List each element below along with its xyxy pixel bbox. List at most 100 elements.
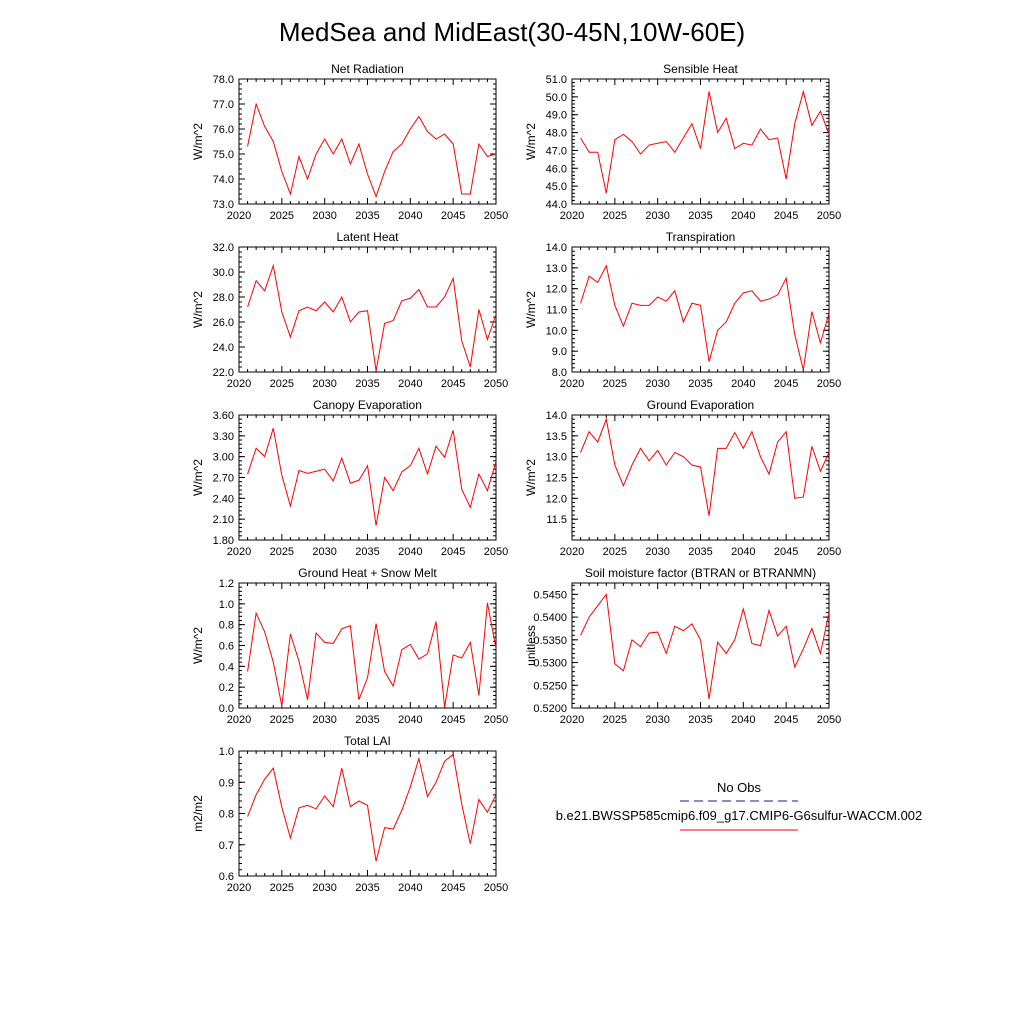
panel-7-ytick-label: 0.8 bbox=[219, 620, 234, 632]
panel-7-xtick-label: 2020 bbox=[227, 714, 251, 726]
panel-8-ytick-label: 0.5350 bbox=[533, 635, 567, 647]
panel-3-ytick-label: 30.0 bbox=[213, 267, 234, 279]
panel-1-ytick-label: 78.0 bbox=[213, 74, 234, 86]
panel-6-xtick-label: 2045 bbox=[774, 546, 798, 558]
panel-6-ylabel: W/m^2 bbox=[524, 459, 538, 496]
panel-6-ytick-label: 11.5 bbox=[546, 514, 567, 526]
panel-3-xtick-label: 2050 bbox=[484, 378, 508, 390]
panel-3-ytick-label: 22.0 bbox=[213, 367, 234, 379]
panel-3-xtick-label: 2045 bbox=[441, 378, 465, 390]
panel-6-series-line bbox=[580, 417, 830, 516]
panel-7-ytick-label: 0.2 bbox=[219, 682, 234, 694]
panel-6-ytick-label: 14.0 bbox=[546, 410, 567, 422]
panel-5-xtick-label: 2020 bbox=[227, 546, 251, 558]
panel-4: Transpiration W/m^2 2020 2025 2030 2035 2040 20… bbox=[524, 230, 841, 390]
panel-5-xtick-label: 2045 bbox=[441, 546, 465, 558]
panel-7-ylabel: W/m^2 bbox=[191, 627, 205, 664]
panel-7-xtick-label: 2025 bbox=[270, 714, 294, 726]
panel-7-xtick-label: 2045 bbox=[441, 714, 465, 726]
panel-7: Ground Heat + Snow Melt W/m^2 2020 2025 2030… bbox=[191, 566, 508, 726]
panel-7-ytick-label: 0.6 bbox=[219, 641, 234, 653]
panel-7-frame bbox=[238, 582, 497, 709]
panel-1-xtick-label: 2035 bbox=[355, 210, 379, 222]
panel-2-xtick-label: 2030 bbox=[645, 210, 669, 222]
panel-2-ytick-label: 46.0 bbox=[546, 163, 567, 175]
panel-8: Soil moisture factor (BTRAN or BTRANMN) u… bbox=[524, 566, 841, 726]
panel-8-xtick-label: 2035 bbox=[688, 714, 712, 726]
panel-9-series-line bbox=[247, 753, 497, 862]
panel-6-title: Ground Evaporation bbox=[647, 398, 754, 412]
panel-1-xtick-label: 2020 bbox=[227, 210, 251, 222]
panel-1-series-line bbox=[247, 102, 497, 198]
panel-6-ytick-label: 12.5 bbox=[546, 473, 567, 485]
panel-4-xtick-label: 2050 bbox=[817, 378, 841, 390]
panel-2-xtick-label: 2020 bbox=[560, 210, 584, 222]
panel-8-xtick-label: 2045 bbox=[774, 714, 798, 726]
panel-8-xtick-label: 2030 bbox=[645, 714, 669, 726]
panel-3-series-line bbox=[247, 263, 497, 371]
panel-4-ytick-label: 14.0 bbox=[546, 242, 567, 254]
panel-7-xtick-label: 2030 bbox=[312, 714, 336, 726]
panel-1-xtick-label: 2050 bbox=[484, 210, 508, 222]
panel-6-xtick-label: 2030 bbox=[645, 546, 669, 558]
panel-9-xtick-label: 2050 bbox=[484, 882, 508, 894]
panel-1-ylabel: W/m^2 bbox=[191, 123, 205, 160]
panel-2-xtick-label: 2045 bbox=[774, 210, 798, 222]
panel-1-xtick-label: 2025 bbox=[270, 210, 294, 222]
panel-7-ytick-label: 1.2 bbox=[219, 578, 234, 590]
panel-4-xtick-label: 2040 bbox=[731, 378, 755, 390]
panel-5-xtick-label: 2050 bbox=[484, 546, 508, 558]
panel-2-ytick-label: 51.0 bbox=[546, 74, 567, 86]
panel-2-title: Sensible Heat bbox=[663, 62, 738, 76]
panel-1-ytick-label: 77.0 bbox=[213, 99, 234, 111]
panel-9-xtick-label: 2035 bbox=[355, 882, 379, 894]
panel-6-xtick-label: 2035 bbox=[688, 546, 712, 558]
panel-9-title: Total LAI bbox=[344, 734, 391, 748]
panel-8-ytick-label: 0.5300 bbox=[533, 658, 567, 670]
panel-7-series-line bbox=[247, 602, 497, 708]
panel-7-ytick-label: 1.0 bbox=[219, 599, 234, 611]
panel-2-xtick-label: 2040 bbox=[731, 210, 755, 222]
panel-5-xtick-label: 2040 bbox=[398, 546, 422, 558]
panel-2-ytick-label: 49.0 bbox=[546, 110, 567, 122]
panel-8-series-line bbox=[580, 593, 830, 699]
panel-8-ytick-label: 0.5450 bbox=[533, 589, 567, 601]
figure-title: MedSea and MidEast(30-45N,10W-60E) bbox=[279, 17, 745, 47]
panel-6-ytick-label: 13.0 bbox=[546, 452, 567, 464]
panel-8-ylabel: unitless bbox=[524, 625, 538, 666]
panel-2-xtick-label: 2035 bbox=[688, 210, 712, 222]
panel-9-frame bbox=[238, 750, 497, 877]
panel-2-xtick-label: 2025 bbox=[603, 210, 627, 222]
panel-1-frame bbox=[238, 78, 497, 205]
panel-7-title: Ground Heat + Snow Melt bbox=[298, 566, 437, 580]
panel-6: Ground Evaporation W/m^2 2020 2025 2030 2035 2… bbox=[524, 398, 841, 558]
panel-4-xtick-label: 2045 bbox=[774, 378, 798, 390]
panel-6-xtick-label: 2050 bbox=[817, 546, 841, 558]
panel-7-ytick-label: 0.4 bbox=[219, 661, 234, 673]
panel-4-ytick-label: 9.0 bbox=[552, 346, 567, 358]
panel-5-xtick-label: 2035 bbox=[355, 546, 379, 558]
panel-1-ytick-label: 75.0 bbox=[213, 149, 234, 161]
panel-5-xtick-label: 2030 bbox=[312, 546, 336, 558]
panel-2-ytick-label: 47.0 bbox=[546, 145, 567, 157]
legend-obs-label: No Obs bbox=[717, 780, 762, 795]
panel-9-xtick-label: 2040 bbox=[398, 882, 422, 894]
panel-5-ylabel: W/m^2 bbox=[191, 459, 205, 496]
panel-1-ytick-label: 76.0 bbox=[213, 124, 234, 136]
panel-4-ytick-label: 11.0 bbox=[546, 305, 567, 317]
panel-4-title: Transpiration bbox=[666, 230, 736, 244]
panel-6-xtick-label: 2020 bbox=[560, 546, 584, 558]
panel-4-series-line bbox=[580, 264, 830, 371]
panel-5-series-line bbox=[247, 428, 497, 526]
panel-3-title: Latent Heat bbox=[336, 230, 399, 244]
panel-8-xtick-label: 2050 bbox=[817, 714, 841, 726]
panel-4-ylabel: W/m^2 bbox=[524, 291, 538, 328]
panel-8-xtick-label: 2025 bbox=[603, 714, 627, 726]
panel-9-ytick-label: 0.9 bbox=[219, 777, 234, 789]
panel-5-ytick-label: 2.40 bbox=[213, 493, 234, 505]
panel-7-xtick-label: 2035 bbox=[355, 714, 379, 726]
panel-5-ytick-label: 2.10 bbox=[213, 514, 234, 526]
panel-4-ytick-label: 13.0 bbox=[546, 263, 567, 275]
legend-model-label: b.e21.BWSSP585cmip6.f09_g17.CMIP6-G6sulf… bbox=[556, 808, 923, 823]
